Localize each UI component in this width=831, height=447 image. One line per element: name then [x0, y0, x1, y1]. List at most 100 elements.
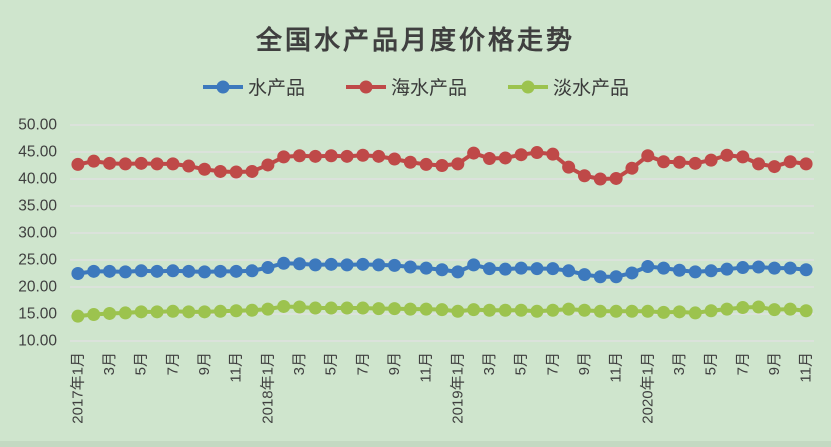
data-point	[577, 169, 591, 183]
x-axis-tick-label: 7月	[734, 352, 751, 375]
data-point	[562, 264, 576, 278]
data-point	[577, 268, 591, 282]
data-point	[324, 301, 338, 315]
x-axis-tick-label: 11月	[228, 352, 245, 383]
data-point	[530, 304, 544, 318]
legend-item: 水产品	[202, 73, 305, 100]
data-point	[625, 161, 639, 175]
data-point	[277, 299, 291, 313]
data-point	[688, 156, 702, 170]
data-point	[150, 305, 164, 319]
data-point	[261, 261, 275, 275]
x-axis-tick-label: 9月	[386, 352, 403, 375]
data-point	[657, 261, 671, 275]
x-axis-tick-label: 5月	[703, 352, 720, 375]
data-point	[118, 157, 132, 171]
data-point	[641, 304, 655, 318]
data-point	[182, 159, 196, 173]
data-point	[546, 262, 560, 276]
y-axis-tick-label: 45.00	[18, 144, 57, 161]
data-point	[229, 264, 243, 278]
data-point	[103, 306, 117, 320]
data-point	[198, 305, 212, 319]
data-point	[229, 304, 243, 318]
data-point	[388, 258, 402, 272]
data-point	[498, 151, 512, 165]
chart-title: 全国水产品月度价格走势	[255, 26, 575, 55]
legend-label: 水产品	[247, 78, 305, 99]
data-point	[182, 264, 196, 278]
data-point	[87, 308, 101, 322]
data-point	[103, 156, 117, 170]
data-point	[467, 258, 481, 272]
x-axis-tick-label: 5月	[513, 352, 530, 375]
data-point	[514, 148, 528, 162]
data-point	[293, 149, 307, 163]
data-point	[118, 306, 132, 320]
x-axis-tick-label: 5月	[133, 352, 150, 375]
data-point	[799, 263, 813, 277]
y-axis-tick-label: 30.00	[18, 225, 57, 242]
x-axis-tick-label: 11月	[608, 352, 625, 383]
x-axis-tick-label: 2019年1月	[449, 352, 466, 424]
data-point	[372, 258, 386, 272]
data-point	[451, 157, 465, 171]
x-axis-tick-label: 2020年1月	[639, 352, 656, 424]
data-point	[308, 149, 322, 163]
data-point	[625, 304, 639, 318]
data-point	[245, 164, 259, 178]
data-point	[150, 157, 164, 171]
data-point	[783, 261, 797, 275]
data-point	[71, 309, 85, 323]
data-point	[562, 160, 576, 174]
data-point	[340, 258, 354, 272]
data-point	[261, 158, 275, 172]
legend-marker-icon	[345, 80, 386, 93]
data-point	[625, 266, 639, 280]
x-axis-tick-label: 3月	[101, 352, 118, 375]
data-point	[403, 302, 417, 316]
data-point	[198, 265, 212, 279]
data-point	[609, 171, 623, 185]
data-point	[593, 270, 607, 284]
data-point	[704, 264, 718, 278]
x-axis-tick-label: 7月	[354, 352, 371, 375]
data-point	[419, 261, 433, 275]
data-point	[482, 151, 496, 165]
data-point	[356, 301, 370, 315]
data-point	[403, 155, 417, 169]
data-point	[720, 148, 734, 162]
data-point	[546, 147, 560, 161]
x-axis-tick-label: 2018年1月	[259, 352, 276, 424]
data-point	[435, 159, 449, 172]
legend-label: 淡水产品	[553, 78, 630, 99]
data-point	[71, 267, 85, 280]
data-point	[467, 303, 481, 317]
y-axis-tick-label: 25.00	[18, 252, 57, 269]
x-axis-tick-label: 3月	[481, 352, 498, 375]
x-axis-tick-label: 7月	[164, 352, 181, 375]
data-point	[388, 302, 402, 316]
data-point	[324, 149, 338, 163]
data-point	[767, 261, 781, 275]
data-point	[87, 264, 101, 278]
data-point	[609, 304, 623, 318]
data-point	[641, 149, 655, 163]
data-point	[419, 302, 433, 316]
data-point	[498, 262, 512, 276]
data-point	[245, 303, 259, 317]
data-point	[245, 264, 259, 278]
x-axis-tick-label: 11月	[418, 352, 435, 383]
data-point	[435, 263, 449, 277]
legend-item: 淡水产品	[507, 73, 629, 100]
data-point	[308, 301, 322, 315]
data-point	[736, 301, 750, 315]
data-point	[736, 261, 750, 275]
data-point	[593, 304, 607, 318]
data-point	[704, 304, 718, 318]
data-point	[166, 264, 180, 278]
data-point	[166, 157, 180, 171]
data-point	[134, 156, 148, 170]
data-point	[213, 264, 227, 278]
